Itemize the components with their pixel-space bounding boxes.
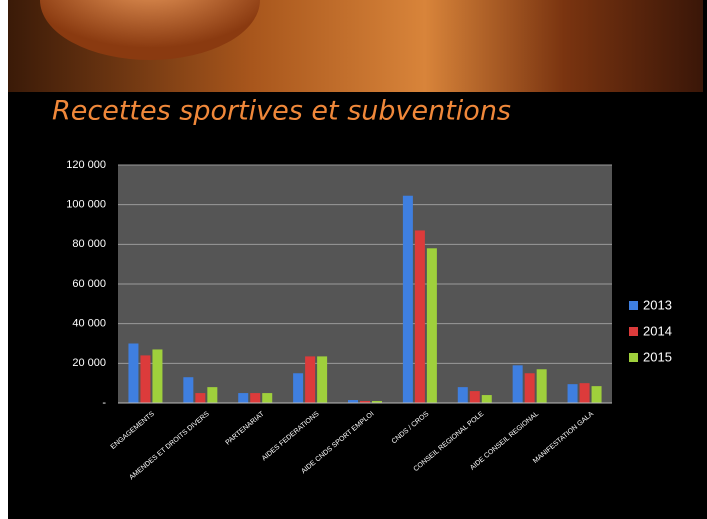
bar <box>457 387 468 403</box>
y-tick-label: 20 000 <box>72 357 106 369</box>
bar <box>414 230 425 403</box>
legend-swatch <box>629 353 638 362</box>
bar <box>512 365 523 403</box>
bar <box>469 391 480 403</box>
bar <box>195 393 206 403</box>
ball <box>40 0 260 60</box>
bar <box>140 355 151 403</box>
bar <box>360 401 370 403</box>
bar <box>579 383 590 403</box>
y-tick-label: 40 000 <box>72 318 106 330</box>
bar <box>536 369 547 403</box>
y-tick-label: 60 000 <box>72 278 106 290</box>
left-border <box>0 0 8 519</box>
bar <box>128 343 139 403</box>
bar <box>591 386 602 403</box>
bar <box>348 400 358 403</box>
bar <box>293 373 304 403</box>
bar <box>152 349 163 403</box>
bar <box>250 393 261 403</box>
legend-swatch <box>629 301 638 310</box>
y-tick-label: 80 000 <box>72 238 106 250</box>
bar <box>262 393 273 403</box>
bar <box>567 384 578 403</box>
bar <box>305 356 316 403</box>
y-tick-label: 100 000 <box>66 199 106 211</box>
legend-swatch <box>629 327 638 336</box>
bar <box>183 377 194 403</box>
bar <box>402 195 413 403</box>
bar <box>524 373 535 403</box>
bar <box>317 356 328 403</box>
bar <box>238 393 249 403</box>
bar <box>426 248 437 403</box>
bar <box>481 395 492 403</box>
y-tick-label: - <box>102 397 106 409</box>
chart-title: Recettes sportives et subventions <box>52 96 511 127</box>
bar <box>207 387 218 403</box>
legend-label: 2013 <box>643 297 672 312</box>
bar <box>372 401 382 403</box>
legend-label: 2014 <box>643 323 672 338</box>
legend-label: 2015 <box>643 349 672 364</box>
y-tick-label: 120 000 <box>66 159 106 171</box>
